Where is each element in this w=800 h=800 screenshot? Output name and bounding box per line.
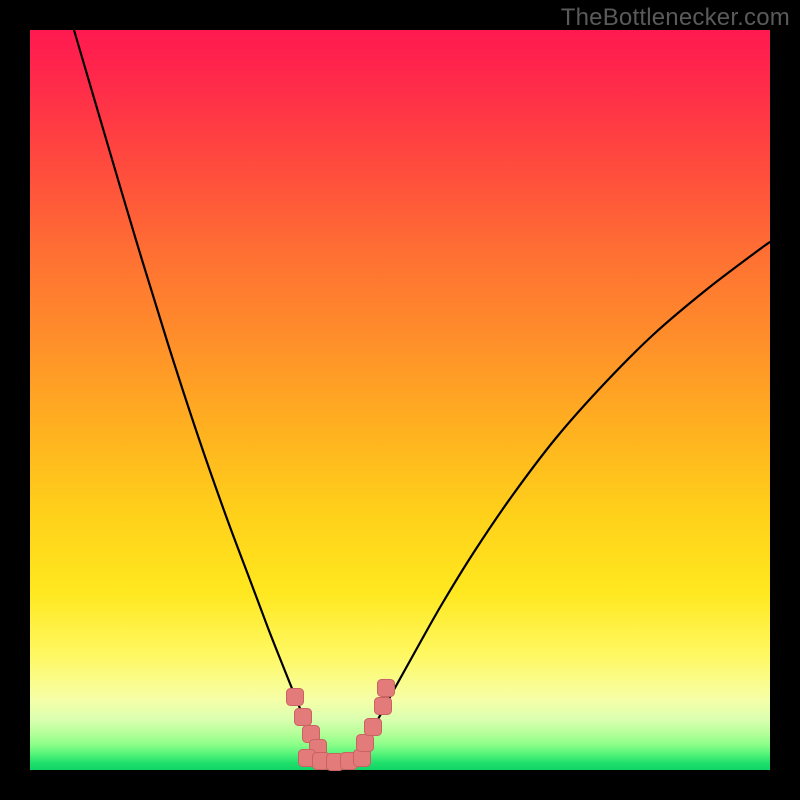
valley-marker [357, 735, 374, 752]
watermark-text: TheBottlenecker.com [561, 4, 790, 32]
valley-marker [375, 698, 392, 715]
valley-marker [365, 719, 382, 736]
valley-marker [295, 709, 312, 726]
chart-stage: TheBottlenecker.com [0, 0, 800, 800]
valley-marker [287, 689, 304, 706]
valley-marker [378, 680, 395, 697]
plot-area [30, 30, 770, 770]
valley-marker [354, 750, 371, 767]
bottleneck-chart [0, 0, 800, 800]
